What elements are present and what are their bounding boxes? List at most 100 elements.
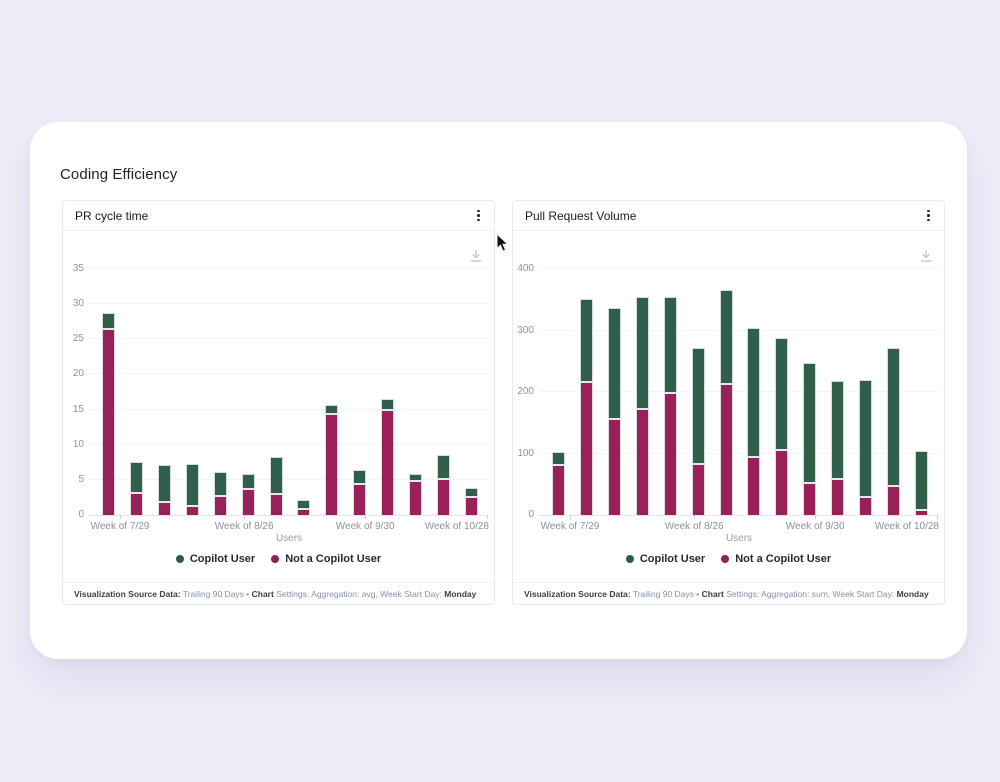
bar-week-of-9-30[interactable] [803, 363, 817, 515]
bar-segment-not-a-copilot-user [831, 479, 844, 515]
bar-week-of-7-29[interactable] [552, 452, 566, 515]
bar-week-of-8-19[interactable] [186, 464, 199, 515]
bar-segment-not-a-copilot-user [408, 481, 422, 515]
footer-text-segment: Monday [896, 589, 929, 599]
bar-segment-not-a-copilot-user [325, 415, 339, 515]
gridline [539, 391, 939, 392]
bar-week-of-10-7[interactable] [381, 399, 394, 515]
legend-item-copilot-user[interactable]: Copilot User [175, 553, 255, 565]
y-axis-tick-label: 0 [78, 509, 84, 520]
y-axis-tick-label: 10 [72, 438, 84, 450]
bar-week-of-8-5[interactable] [580, 298, 594, 515]
bar-segment-not-a-copilot-user [353, 484, 367, 515]
dashboard-card: Coding Efficiency PR cycle time 0 5 10 15 20… [30, 122, 967, 659]
bar-segment-not-a-copilot-user [663, 393, 677, 515]
x-axis-title: Users [275, 533, 303, 544]
gridline [89, 443, 489, 445]
chart-title: PR cycle time [75, 208, 149, 223]
charts-row: PR cycle time 0 5 10 15 20 25 30 35 Week of 7/2… [62, 200, 945, 605]
bar-segment-not-a-copilot-user [213, 497, 227, 515]
bar-week-of-9-16[interactable] [747, 328, 761, 515]
bar-segment-copilot-user [636, 297, 649, 410]
bar-week-of-8-26[interactable] [663, 296, 677, 515]
bar-week-of-9-2[interactable] [241, 473, 255, 515]
bar-week-of-8-19[interactable] [636, 297, 649, 515]
bar-segment-copilot-user [102, 312, 116, 331]
x-axis-tick [244, 515, 246, 519]
bar-week-of-8-12[interactable] [158, 465, 172, 515]
bar-week-of-9-30[interactable] [353, 470, 367, 515]
bar-segment-not-a-copilot-user [552, 465, 566, 515]
bar-week-of-9-9[interactable] [719, 289, 733, 515]
bar-segment-copilot-user [552, 452, 566, 466]
legend-item-copilot-user[interactable]: Copilot User [625, 553, 705, 565]
bar-segment-copilot-user [464, 488, 478, 499]
bar-week-of-8-5[interactable] [130, 461, 144, 515]
bar-week-of-9-23[interactable] [775, 337, 789, 515]
x-axis-tick-label: Week of 8/26 [214, 521, 274, 532]
gridline [539, 268, 939, 269]
y-axis-tick-label: 300 [517, 324, 534, 336]
bar-week-of-10-7[interactable] [831, 380, 844, 515]
bar-week-of-10-28[interactable] [914, 451, 928, 515]
download-icon[interactable] [467, 247, 485, 268]
legend-dot-green-icon [625, 555, 634, 563]
bar-segment-not-a-copilot-user [914, 510, 928, 515]
bar-week-of-9-9[interactable] [269, 457, 283, 515]
bar-week-of-10-21[interactable] [436, 454, 450, 515]
page-title: Coding Efficiency [60, 166, 178, 183]
x-axis-tick-label: Week of 7/29 [90, 521, 150, 532]
bar-week-of-10-28[interactable] [464, 488, 478, 515]
bar-segment-copilot-user [803, 363, 817, 485]
bar-segment-copilot-user [381, 399, 394, 411]
y-axis-tick-label: 200 [517, 386, 534, 397]
legend-item-not-a-copilot-user[interactable]: Not a Copilot User [721, 553, 831, 565]
bar-week-of-10-14[interactable] [858, 380, 872, 515]
bar-segment-not-a-copilot-user [636, 409, 649, 515]
bar-week-of-8-12[interactable] [608, 307, 622, 515]
y-axis: 0 5 10 15 20 25 30 35 [63, 264, 84, 520]
chart-title: Pull Request Volume [525, 208, 637, 223]
bar-segment-not-a-copilot-user [297, 510, 311, 515]
bar-segment-copilot-user [353, 470, 367, 485]
bar-week-of-7-29[interactable] [102, 312, 116, 515]
bar-segment-copilot-user [914, 451, 928, 511]
legend-dot-green-icon [175, 555, 184, 563]
footer-text-segment: Trailing 90 Days • [630, 589, 702, 599]
gridline [89, 408, 489, 410]
bar-segment-not-a-copilot-user [608, 419, 622, 515]
bar-segment-not-a-copilot-user [241, 489, 255, 515]
gridline [89, 338, 489, 340]
bar-segment-copilot-user [858, 380, 872, 499]
bar-segment-not-a-copilot-user [775, 451, 789, 515]
y-axis-tick-label: 25 [72, 333, 84, 345]
bar-week-of-9-16[interactable] [297, 500, 311, 515]
footer-text-segment: Settings: Aggregation: sum, Week Start D… [726, 589, 897, 599]
y-axis-tick-label: 400 [517, 263, 534, 274]
footer-text-segment: Visualization Source Data: [524, 589, 631, 599]
bar-segment-copilot-user [297, 500, 311, 511]
x-axis-tick [569, 515, 571, 519]
bar-segment-copilot-user [213, 472, 227, 498]
bar-week-of-10-21[interactable] [886, 348, 900, 515]
bar-week-of-9-23[interactable] [325, 405, 339, 515]
download-icon[interactable] [917, 247, 935, 268]
x-axis: Week of 7/29 Week of 8/26 Week of 9/30 Week… [539, 515, 939, 537]
bar-week-of-9-2[interactable] [691, 347, 705, 515]
chart-panel-pull-request-volume: Pull Request Volume 0 100 200 300 400 Week o… [512, 200, 945, 605]
bar-segment-copilot-user [691, 347, 705, 465]
kebab-menu-icon[interactable] [921, 207, 936, 225]
x-axis: Week of 7/29 Week of 8/26 Week of 9/30 Week… [89, 515, 489, 537]
bar-week-of-10-14[interactable] [408, 474, 422, 515]
source-data-footer: Visualization Source Data: Trailing 90 D… [513, 582, 944, 604]
chart-panel-pr-cycle-time: PR cycle time 0 5 10 15 20 25 30 35 Week of 7/2… [62, 200, 495, 605]
x-axis-tick [815, 515, 817, 519]
legend-dot-crimson-icon [721, 555, 730, 563]
legend-item-not-a-copilot-user[interactable]: Not a Copilot User [271, 553, 381, 565]
gridline [89, 478, 489, 480]
bar-segment-copilot-user [747, 328, 761, 459]
kebab-menu-icon[interactable] [471, 207, 486, 225]
legend: Copilot User Not a Copilot User [513, 551, 944, 567]
bar-segment-not-a-copilot-user [858, 498, 872, 515]
bar-week-of-8-26[interactable] [213, 472, 227, 515]
